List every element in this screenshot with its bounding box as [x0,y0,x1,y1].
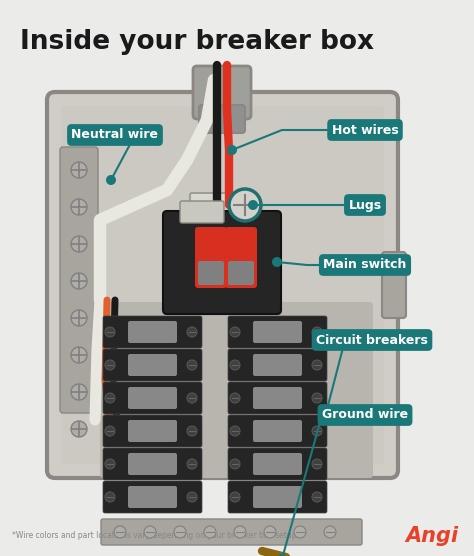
FancyBboxPatch shape [128,486,177,508]
Circle shape [312,360,322,370]
Circle shape [174,526,186,538]
FancyBboxPatch shape [101,519,362,545]
Text: Main switch: Main switch [323,259,407,271]
Circle shape [230,492,240,502]
Text: Hot wires: Hot wires [332,123,398,137]
Text: Ground wire: Ground wire [322,409,408,421]
FancyBboxPatch shape [228,448,327,480]
FancyBboxPatch shape [382,252,406,318]
FancyBboxPatch shape [228,261,254,285]
FancyBboxPatch shape [228,316,327,348]
FancyBboxPatch shape [103,349,202,381]
Circle shape [187,492,197,502]
Text: Circuit breakers: Circuit breakers [316,334,428,346]
FancyBboxPatch shape [128,321,177,343]
FancyBboxPatch shape [100,302,373,478]
Circle shape [144,526,156,538]
Circle shape [230,393,240,403]
FancyBboxPatch shape [228,382,327,414]
Circle shape [187,327,197,337]
Text: *Wire colors and part locations vary depending on your breaker box setup.: *Wire colors and part locations vary dep… [12,530,299,539]
FancyBboxPatch shape [128,420,177,442]
Circle shape [230,459,240,469]
Circle shape [71,273,87,289]
Circle shape [230,426,240,436]
FancyBboxPatch shape [253,354,302,376]
FancyBboxPatch shape [199,105,245,133]
Circle shape [324,526,336,538]
Circle shape [71,421,87,437]
FancyBboxPatch shape [163,211,281,314]
Circle shape [71,347,87,363]
Circle shape [312,492,322,502]
Circle shape [71,199,87,215]
Circle shape [105,393,115,403]
Circle shape [312,426,322,436]
Circle shape [312,327,322,337]
Circle shape [187,360,197,370]
Circle shape [230,327,240,337]
FancyBboxPatch shape [193,66,251,119]
Circle shape [114,526,126,538]
FancyBboxPatch shape [253,387,302,409]
Circle shape [230,360,240,370]
FancyBboxPatch shape [190,193,229,219]
Circle shape [187,393,197,403]
Circle shape [312,459,322,469]
FancyBboxPatch shape [180,201,224,223]
FancyBboxPatch shape [103,415,202,447]
Circle shape [320,412,330,422]
FancyBboxPatch shape [253,420,302,442]
FancyBboxPatch shape [103,481,202,513]
Circle shape [187,426,197,436]
FancyBboxPatch shape [103,316,202,348]
Circle shape [105,360,115,370]
Circle shape [264,526,276,538]
Text: Lugs: Lugs [348,198,382,211]
Circle shape [105,327,115,337]
FancyBboxPatch shape [195,227,227,288]
Text: Neutral wire: Neutral wire [72,128,158,141]
Circle shape [105,426,115,436]
FancyBboxPatch shape [225,227,257,288]
Circle shape [71,310,87,326]
FancyBboxPatch shape [128,354,177,376]
Text: Inside your breaker box: Inside your breaker box [20,29,374,55]
Circle shape [277,554,287,556]
FancyBboxPatch shape [228,481,327,513]
FancyBboxPatch shape [128,453,177,475]
Text: Angi: Angi [405,526,458,546]
Circle shape [248,200,258,210]
Circle shape [187,459,197,469]
FancyBboxPatch shape [253,486,302,508]
Circle shape [71,236,87,252]
FancyBboxPatch shape [103,448,202,480]
FancyBboxPatch shape [198,261,224,285]
FancyBboxPatch shape [228,415,327,447]
FancyBboxPatch shape [253,321,302,343]
Circle shape [71,162,87,178]
Circle shape [204,526,216,538]
FancyBboxPatch shape [103,382,202,414]
FancyBboxPatch shape [128,387,177,409]
Circle shape [229,189,261,221]
FancyBboxPatch shape [60,147,98,413]
Circle shape [227,145,237,155]
FancyBboxPatch shape [228,349,327,381]
FancyBboxPatch shape [61,106,384,464]
FancyBboxPatch shape [47,92,398,478]
Circle shape [105,492,115,502]
Circle shape [294,526,306,538]
Circle shape [312,393,322,403]
Circle shape [234,526,246,538]
FancyBboxPatch shape [253,453,302,475]
Circle shape [105,459,115,469]
Circle shape [71,384,87,400]
Circle shape [272,257,282,267]
Circle shape [106,175,116,185]
